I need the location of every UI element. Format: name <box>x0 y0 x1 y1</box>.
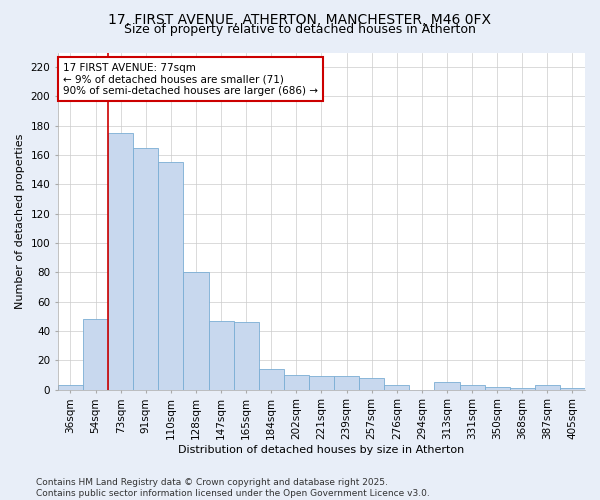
Bar <box>535 386 560 390</box>
Bar <box>58 386 83 390</box>
Bar <box>83 320 108 390</box>
Bar <box>384 386 409 390</box>
Text: Size of property relative to detached houses in Atherton: Size of property relative to detached ho… <box>124 24 476 36</box>
Bar <box>184 272 209 390</box>
Bar <box>284 375 309 390</box>
Bar <box>485 386 510 390</box>
X-axis label: Distribution of detached houses by size in Atherton: Distribution of detached houses by size … <box>178 445 464 455</box>
Bar <box>560 388 585 390</box>
Text: Contains HM Land Registry data © Crown copyright and database right 2025.
Contai: Contains HM Land Registry data © Crown c… <box>36 478 430 498</box>
Bar <box>309 376 334 390</box>
Bar <box>334 376 359 390</box>
Bar <box>158 162 184 390</box>
Bar <box>108 133 133 390</box>
Bar <box>233 322 259 390</box>
Text: 17, FIRST AVENUE, ATHERTON, MANCHESTER, M46 0FX: 17, FIRST AVENUE, ATHERTON, MANCHESTER, … <box>109 12 491 26</box>
Bar <box>133 148 158 390</box>
Bar <box>460 386 485 390</box>
Text: 17 FIRST AVENUE: 77sqm
← 9% of detached houses are smaller (71)
90% of semi-deta: 17 FIRST AVENUE: 77sqm ← 9% of detached … <box>63 62 318 96</box>
Y-axis label: Number of detached properties: Number of detached properties <box>15 134 25 309</box>
Bar <box>510 388 535 390</box>
Bar <box>259 369 284 390</box>
Bar <box>434 382 460 390</box>
Bar <box>359 378 384 390</box>
Bar <box>209 321 233 390</box>
